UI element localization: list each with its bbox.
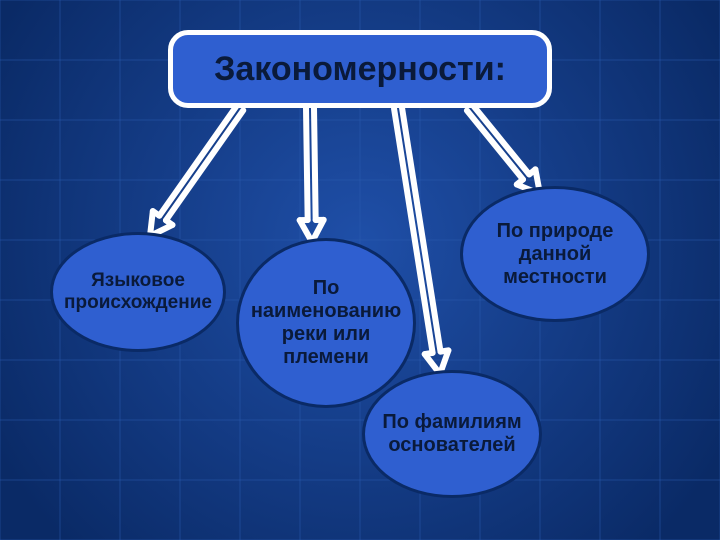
node-lang-label: Языковое происхождение [63, 270, 213, 314]
node-nature-label: По природе данной местности [473, 220, 637, 289]
node-founder-label: По фамилиям основателей [375, 411, 529, 457]
node-founder: По фамилиям основателей [362, 370, 542, 498]
title-text: Закономерности: [214, 50, 506, 89]
node-lang: Языковое происхождение [50, 232, 226, 352]
node-river-label: По наименованию реки или племени [249, 277, 403, 369]
node-nature: По природе данной местности [460, 186, 650, 322]
diagram-stage: Закономерности: Языковое происхождение П… [0, 0, 720, 540]
title-box: Закономерности: [168, 30, 552, 108]
node-river: По наименованию реки или племени [236, 238, 416, 408]
